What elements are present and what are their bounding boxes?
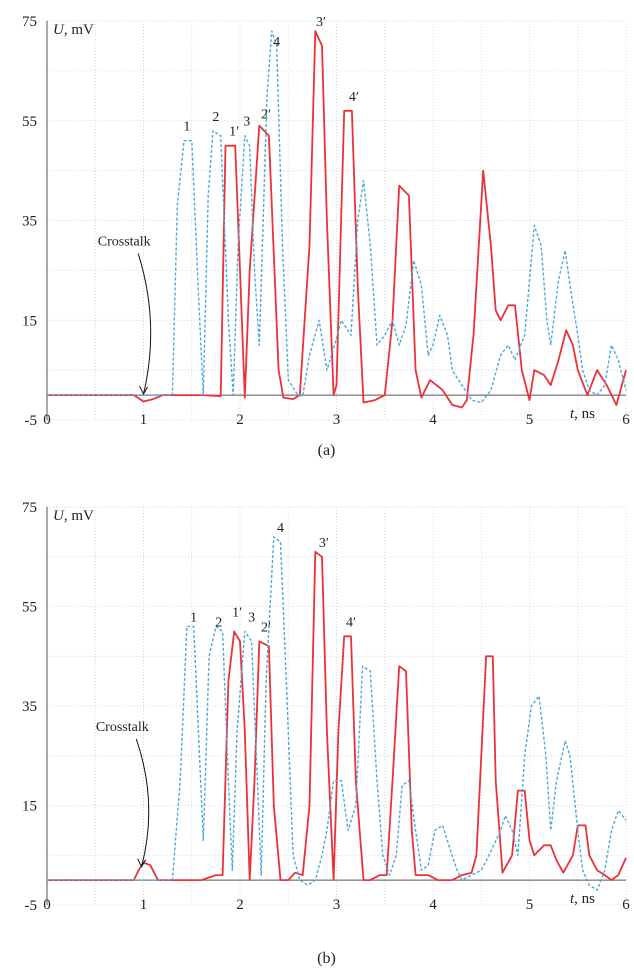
peak-label: 4	[273, 35, 280, 50]
y-tick-label: 75	[22, 14, 37, 30]
y-tick-label: 15	[22, 313, 37, 329]
x-tick-label: 4	[429, 897, 437, 913]
peak-label: 1	[183, 120, 190, 135]
y-tick-label: -5	[25, 898, 38, 914]
x-tick-label: 6	[622, 897, 630, 913]
y-tick-label: 55	[22, 114, 37, 130]
peak-label: 2	[215, 615, 222, 630]
peak-label: 1′	[232, 605, 242, 620]
x-tick-label: 2	[236, 897, 244, 913]
y-tick-label: 55	[22, 600, 37, 616]
x-tick-label: 3	[333, 412, 341, 428]
y-axis-unit: , mV	[64, 22, 94, 38]
peak-label: 3′	[319, 536, 329, 551]
x-axis-label: t, ns	[570, 406, 595, 422]
peak-label: 2	[212, 110, 219, 125]
crosstalk-arrow	[138, 253, 151, 394]
x-tick-label: 4	[429, 412, 437, 428]
y-tick-label: 75	[22, 500, 37, 516]
y-axis-label: U, mV	[53, 508, 94, 524]
x-axis-unit: , ns	[574, 406, 595, 422]
peak-label: 1	[190, 610, 197, 625]
peak-label: 3	[243, 115, 250, 130]
chart-panel-2: -5 15 35 55 75 0 1 2 3 4 5 6 U, mV t, ns 1 2 1′ 3 2′ 4 3′ 4′ C…	[22, 500, 630, 967]
peak-label: 3′	[316, 15, 326, 30]
peak-label: 1′	[229, 125, 239, 140]
x-axis-label: t, ns	[570, 891, 595, 907]
x-tick-label: 6	[622, 412, 630, 428]
peak-label: 2′	[261, 107, 271, 122]
peak-label: 3	[248, 610, 255, 625]
chart-panel-1: -5 15 35 55 75 0 1 2 3 4 5 6 U, mV t, ns 1 2 1′ 3 2′ 4 3′ 4′ C…	[22, 14, 630, 459]
y-tick-label: -5	[25, 413, 38, 429]
x-tick-label: 3	[333, 897, 341, 913]
peak-label: 2′	[261, 620, 271, 635]
crosstalk-label: Crosstalk	[96, 720, 149, 735]
x-tick-label: 1	[140, 412, 148, 428]
x-axis-unit: , ns	[574, 891, 595, 907]
x-tick-label: 0	[43, 897, 51, 913]
x-tick-label: 1	[140, 897, 148, 913]
y-tick-label: 35	[22, 214, 37, 230]
x-tick-label: 2	[236, 412, 244, 428]
y-tick-label: 15	[22, 799, 37, 815]
panel-caption: (a)	[318, 442, 336, 459]
y-tick-label: 35	[22, 699, 37, 715]
crosstalk-label: Crosstalk	[98, 234, 151, 249]
x-tick-label: 0	[43, 412, 51, 428]
y-axis-label: U, mV	[53, 22, 94, 38]
peak-label: 4	[277, 521, 284, 536]
panel-caption: (b)	[317, 950, 336, 967]
peak-label: 4′	[349, 90, 359, 105]
solid-signal-line	[47, 552, 626, 880]
crosstalk-arrow	[136, 739, 149, 867]
x-tick-label: 5	[526, 897, 534, 913]
x-tick-label: 5	[526, 412, 534, 428]
peak-label: 4′	[346, 615, 356, 630]
y-axis-unit: , mV	[64, 508, 94, 524]
